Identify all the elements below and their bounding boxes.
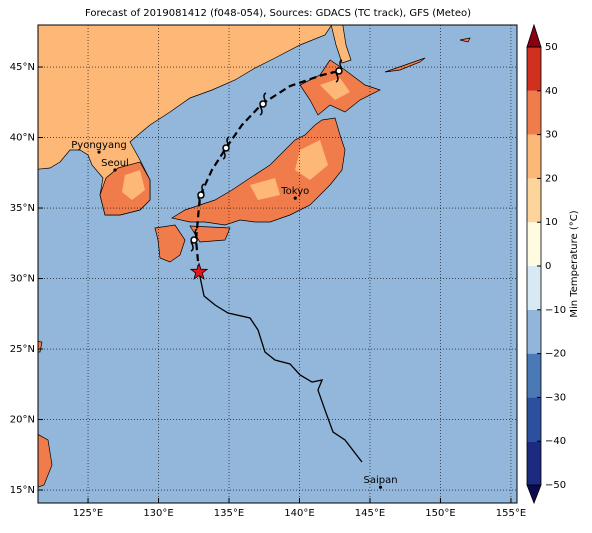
past-track xyxy=(198,271,363,463)
storm-eye xyxy=(222,144,230,152)
y-tick-label: 20°N xyxy=(10,415,35,426)
colorbar-tick-label: −30 xyxy=(545,392,566,403)
colorbar-bin xyxy=(527,222,541,266)
x-tick-label: 130°E xyxy=(143,508,173,519)
storm-symbol xyxy=(190,228,198,252)
city-label: Seoul xyxy=(101,158,129,169)
city-dot xyxy=(378,485,383,489)
colorbar-tick-label: 0 xyxy=(545,261,551,272)
x-tick-label: 125°E xyxy=(73,508,103,519)
colorbar-tick-label: −20 xyxy=(545,349,566,360)
city-label: Saipan xyxy=(364,475,398,486)
forecast-track xyxy=(194,69,340,273)
colorbar-tick-label: 30 xyxy=(545,130,558,141)
storm-arm xyxy=(222,136,230,160)
storm-eye xyxy=(259,100,267,108)
colorbar-bin xyxy=(527,47,541,91)
x-tick-label: 140°E xyxy=(284,508,314,519)
storm-symbol xyxy=(259,92,267,116)
storm-symbol xyxy=(335,59,343,83)
colorbar-tick-label: −40 xyxy=(545,436,566,447)
colorbar-label: Min Temperature (°C) xyxy=(569,210,580,317)
philippines-edge xyxy=(38,434,53,488)
x-tick-label: 155°E xyxy=(496,508,526,519)
colorbar-bin xyxy=(527,134,541,179)
colorbar: −50 −40 −30 −20 −10 0 10 20 30 40 50 xyxy=(526,23,566,505)
storm-symbol xyxy=(222,136,230,160)
storm-eye xyxy=(190,236,198,244)
colorbar-bin xyxy=(527,309,541,354)
colorbar-tick-label: −50 xyxy=(545,480,566,491)
y-tick-label: 30°N xyxy=(10,274,35,285)
map-title: Forecast of 2019081412 (f048-054), Sourc… xyxy=(85,8,471,19)
colorbar-under xyxy=(526,484,542,505)
colorbar-bin xyxy=(527,266,541,310)
colorbar-bin xyxy=(527,397,541,442)
colorbar-tick-label: 40 xyxy=(545,86,558,97)
colorbar-bin xyxy=(527,353,541,398)
current-position xyxy=(189,262,209,280)
colorbar-bin xyxy=(527,441,541,485)
y-tick-label: 35°N xyxy=(10,203,35,214)
colorbar-tick-label: 20 xyxy=(545,173,558,184)
city-label: Pyongyang xyxy=(71,140,126,151)
plot-frame xyxy=(37,24,518,504)
colorbar-tick-label: 50 xyxy=(545,42,558,53)
colorbar-over xyxy=(526,23,542,48)
colorbar-bin xyxy=(527,178,541,223)
colorbar-tick-label: −10 xyxy=(545,305,566,316)
y-tick-label: 15°N xyxy=(10,485,35,496)
storm-eye xyxy=(335,67,343,75)
storm-arm xyxy=(190,228,198,252)
x-tick-label: 145°E xyxy=(355,508,385,519)
colorbar-tick-label: 10 xyxy=(545,217,558,228)
city-dot xyxy=(113,168,117,172)
y-tick-label: 40°N xyxy=(10,133,35,144)
city-dot xyxy=(293,196,297,200)
kyushu xyxy=(154,224,186,263)
y-tick-label: 45°N xyxy=(10,62,35,73)
storm-symbol xyxy=(197,183,205,207)
land xyxy=(38,25,471,488)
sakhalin xyxy=(330,25,352,64)
colorbar-bin xyxy=(527,90,541,135)
city-label: Tokyo xyxy=(280,186,309,197)
storm-eye xyxy=(197,191,205,199)
y-tick-label: 25°N xyxy=(10,344,35,355)
x-tick-label: 150°E xyxy=(425,508,455,519)
city-dot xyxy=(97,150,101,154)
storm-arm xyxy=(197,183,205,207)
storm-arm xyxy=(335,59,343,83)
storm-arm xyxy=(259,92,267,116)
x-tick-label: 135°E xyxy=(214,508,244,519)
honshu xyxy=(171,117,346,226)
